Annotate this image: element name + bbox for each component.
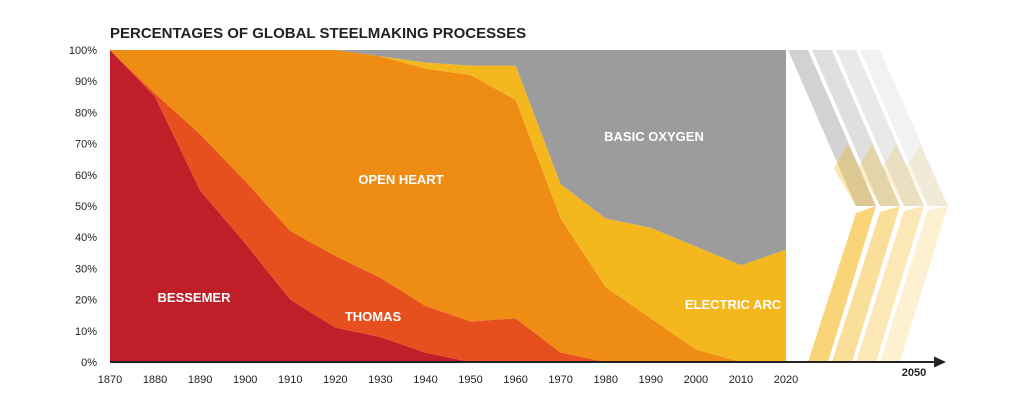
x-axis-arrow-icon [934, 356, 946, 368]
y-tick-label: 80% [75, 107, 97, 119]
y-tick-label: 0% [81, 357, 97, 369]
y-tick-label: 50% [75, 201, 97, 213]
future-electric-arc-band [880, 206, 948, 362]
future-electric-arc-wedge [858, 143, 900, 206]
area-basic-oxygen [110, 50, 786, 266]
x-axis-tick-labels: 1870 1880 1890 1900 1910 1920 1930 1940 1950 1960… [98, 374, 798, 386]
future-electric-arc-wedge [882, 143, 924, 206]
y-axis-tick-labels: 0% 10% 20% 30% 40% 50% 60% 70% 80% 90% 100% [69, 45, 97, 369]
x-tick-label: 2010 [729, 374, 753, 386]
x-tick-label: 2000 [684, 374, 708, 386]
future-electric-arc-wedge [834, 143, 876, 206]
x-tick-label: 1900 [233, 374, 257, 386]
y-tick-label: 70% [75, 139, 97, 151]
x-tick-label: 1940 [413, 374, 437, 386]
area-electric-arc [110, 50, 786, 362]
x-tick-label: 1990 [639, 374, 663, 386]
y-tick-label: 10% [75, 326, 97, 338]
x-tick-label: 1870 [98, 374, 122, 386]
future-electric-arc-band [832, 206, 900, 362]
series-label-thomas: THOMAS [345, 309, 402, 324]
future-basic-oxygen-band [788, 50, 876, 206]
x-axis-end-label: 2050 [902, 367, 926, 379]
y-tick-label: 40% [75, 232, 97, 244]
area-open-heart [110, 50, 786, 362]
future-basic-oxygen-band [836, 50, 924, 206]
series-label-bessemer: BESSEMER [158, 290, 232, 305]
series-label-basic-oxygen: BASIC OXYGEN [604, 129, 704, 144]
area-thomas [110, 50, 786, 362]
area-series-group [110, 50, 786, 362]
future-electric-arc-band [808, 206, 876, 362]
future-basic-oxygen-band [860, 50, 948, 206]
chart-title: PERCENTAGES OF GLOBAL STEELMAKING PROCES… [110, 25, 526, 42]
x-tick-label: 1910 [278, 374, 302, 386]
area-bessemer [110, 50, 786, 362]
future-electric-arc-band [856, 206, 924, 362]
y-tick-label: 90% [75, 76, 97, 88]
x-tick-label: 2020 [774, 374, 798, 386]
series-label-open-heart: OPEN HEART [358, 172, 443, 187]
x-tick-label: 1880 [143, 374, 167, 386]
x-tick-label: 1950 [458, 374, 482, 386]
x-tick-label: 1970 [548, 374, 572, 386]
x-tick-label: 1920 [323, 374, 347, 386]
future-fade-chevrons [788, 50, 948, 362]
x-tick-label: 1960 [503, 374, 527, 386]
future-electric-arc-wedge [906, 143, 948, 206]
x-tick-label: 1890 [188, 374, 212, 386]
future-basic-oxygen-band [812, 50, 900, 206]
x-tick-label: 1980 [593, 374, 617, 386]
y-tick-label: 20% [75, 295, 97, 307]
series-label-electric-arc: ELECTRIC ARC [685, 297, 782, 312]
x-tick-label: 1930 [368, 374, 392, 386]
y-tick-label: 30% [75, 263, 97, 275]
y-tick-label: 60% [75, 170, 97, 182]
y-tick-label: 100% [69, 45, 97, 57]
